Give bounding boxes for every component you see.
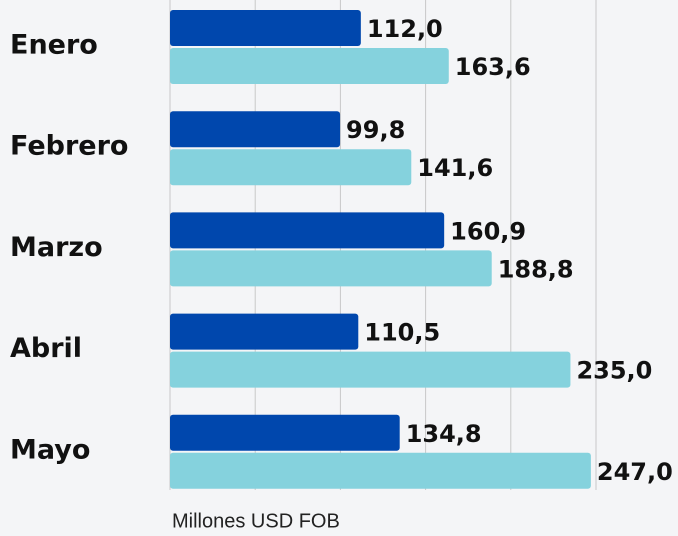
bar	[170, 111, 341, 148]
category-label: Enero	[10, 30, 98, 61]
bar	[170, 351, 571, 388]
value-label: 188,8	[498, 255, 574, 283]
category-label: Mayo	[10, 434, 90, 465]
value-label: 141,6	[417, 154, 493, 182]
bar	[170, 10, 361, 46]
value-label: 110,5	[364, 319, 440, 347]
category-label: Abril	[10, 333, 82, 364]
value-label: 247,0	[597, 458, 673, 486]
category-label: Febrero	[10, 131, 128, 162]
bar	[170, 414, 400, 451]
value-label: 163,6	[455, 53, 531, 81]
value-label: 235,0	[576, 357, 652, 385]
bar	[170, 212, 445, 249]
value-label: 112,0	[367, 15, 443, 43]
bar	[170, 452, 591, 489]
bar	[170, 313, 359, 350]
bar	[170, 250, 492, 287]
bar	[170, 149, 412, 186]
bar	[170, 48, 449, 84]
category-label: Marzo	[10, 232, 103, 263]
value-label: 160,9	[450, 217, 526, 245]
x-axis-label: Millones USD FOB	[172, 510, 340, 532]
value-label: 99,8	[346, 116, 405, 144]
value-label: 134,8	[406, 420, 482, 448]
